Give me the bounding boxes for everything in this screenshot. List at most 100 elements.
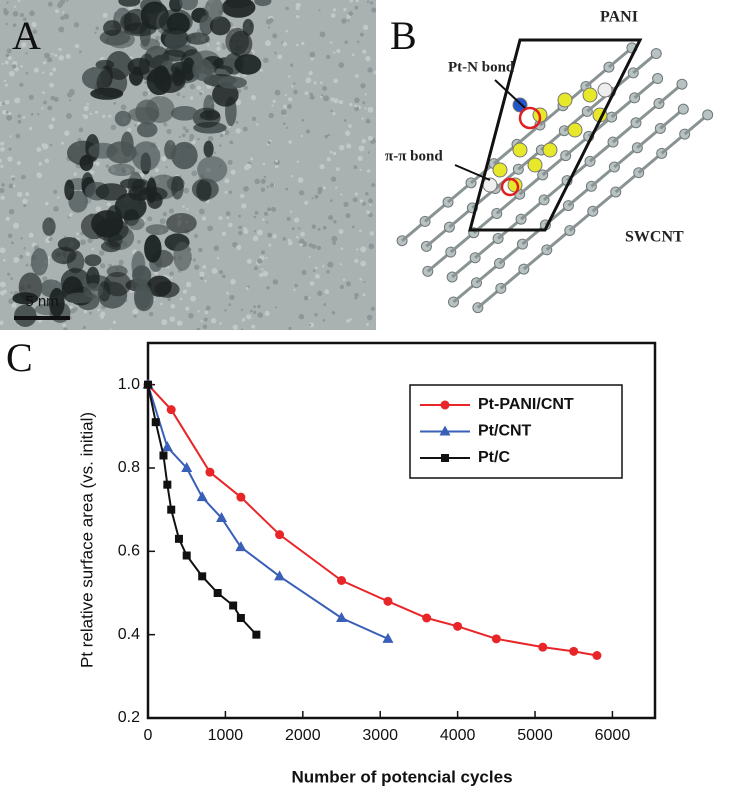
texture [246,314,252,320]
texture [204,279,207,283]
texture [44,201,49,206]
marker [167,505,176,514]
texture [333,51,336,54]
panel-label: B [390,13,417,58]
texture [91,247,95,251]
texture [345,130,351,136]
texture [333,98,339,104]
texture [296,160,300,163]
atom [582,87,598,103]
marker [569,646,579,656]
texture [0,141,5,146]
texture [199,271,205,277]
texture [28,126,33,131]
atom [567,122,583,138]
texture [272,234,277,239]
texture [354,258,359,264]
texture [308,255,311,258]
texture [303,295,309,301]
marker [422,613,432,623]
texture [265,256,268,260]
texture [147,216,153,222]
particle [140,0,163,14]
texture [106,202,112,207]
particle [229,30,253,58]
texture [340,247,344,250]
texture [262,162,266,166]
texture [293,217,300,223]
texture [5,53,10,58]
texture [358,145,365,152]
texture [259,273,264,278]
texture [102,12,108,18]
texture [367,135,374,141]
texture [264,40,271,47]
texture [354,106,360,112]
texture [216,256,220,260]
texture [225,211,231,217]
texture [42,61,47,65]
texture [83,310,88,314]
y-tick-label: 0.2 [118,709,140,726]
texture [44,158,50,164]
texture [356,40,360,44]
texture [362,101,366,105]
texture [288,326,292,330]
texture [47,57,53,63]
particle [254,0,272,7]
texture [0,281,6,288]
texture [251,324,256,329]
texture [293,82,296,85]
marker [163,480,172,489]
texture [207,225,214,232]
texture [272,33,278,39]
texture [299,238,305,244]
texture [11,241,14,245]
texture [340,193,343,196]
texture [95,161,100,166]
texture [7,233,13,239]
texture [359,168,362,171]
particle [197,156,228,183]
texture [352,197,358,203]
texture [238,231,243,236]
texture [368,198,373,204]
particle [95,183,128,201]
legend-label: Pt/CNT [478,423,532,440]
texture [362,293,366,297]
marker [181,462,193,472]
texture [252,235,259,242]
texture [25,52,28,55]
texture [240,328,244,330]
texture [282,237,287,241]
texture [250,157,254,161]
texture [73,22,80,28]
texture [94,110,99,114]
texture [170,303,176,309]
texture [294,283,298,288]
texture [14,97,21,104]
texture [241,203,247,209]
marker [144,380,152,389]
x-tick-label: 4000 [440,727,476,744]
texture [6,1,9,4]
texture [25,192,30,197]
texture [261,268,264,271]
texture [42,91,45,94]
texture [185,281,192,288]
particle [192,107,221,128]
texture [109,328,112,330]
texture [259,68,263,72]
texture [274,159,278,163]
marker [592,651,602,660]
texture [32,29,38,35]
texture [253,266,258,271]
texture [336,48,341,54]
texture [366,169,371,173]
texture [98,250,105,256]
pani-plane [468,38,643,232]
texture [120,104,127,111]
particle [131,141,161,172]
texture [39,298,43,303]
texture [213,245,220,251]
